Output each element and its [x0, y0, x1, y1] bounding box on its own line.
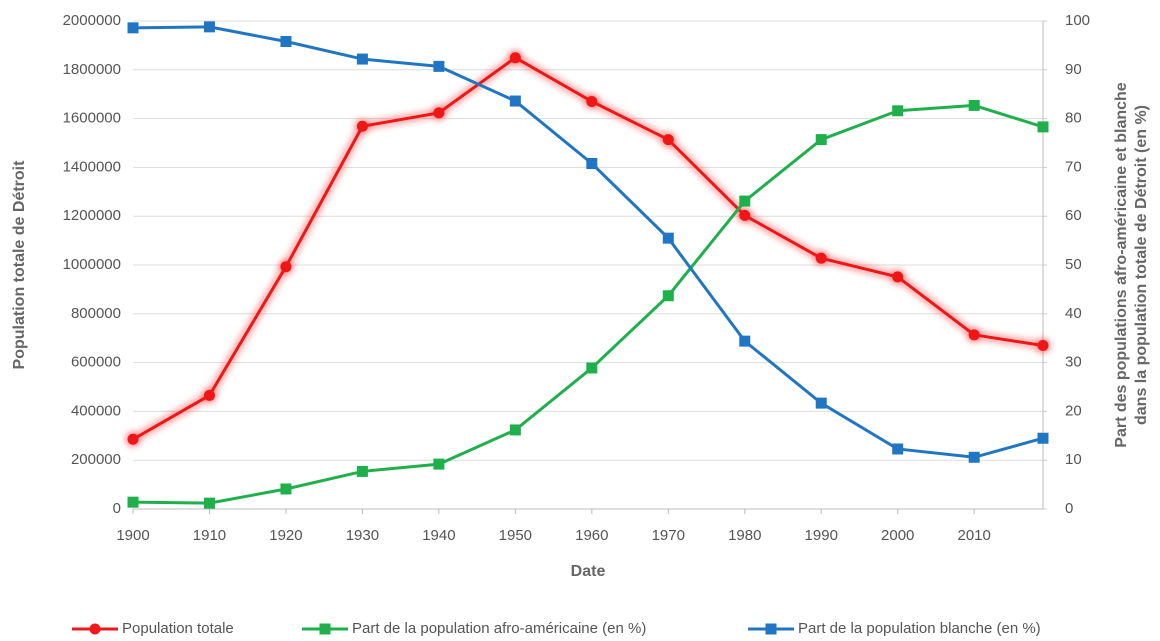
- point: [968, 329, 980, 341]
- point: [509, 95, 521, 107]
- x-tick-label: 2000: [881, 527, 914, 544]
- x-axis-label: Date: [571, 563, 606, 580]
- series: [127, 99, 1049, 509]
- point: [280, 483, 292, 495]
- x-tick-label: 1900: [116, 527, 149, 544]
- legend-label: Part de la population blanche (en %): [798, 620, 1041, 637]
- y-tick-label: 800000: [71, 305, 121, 322]
- y2-tick-label: 0: [1065, 500, 1073, 517]
- x-tick-label: 1980: [728, 527, 761, 544]
- y-tick-label: 1000000: [63, 256, 121, 273]
- y-tick-label: 2000000: [63, 12, 121, 29]
- line: [132, 55, 1044, 441]
- x-tick-label: 1940: [422, 527, 455, 544]
- y-axis-label: Population totale de Détroit: [11, 160, 28, 370]
- point: [509, 52, 521, 64]
- y-tick-label: 1200000: [63, 207, 121, 224]
- y2-tick-label: 100: [1065, 12, 1090, 29]
- y2-axis-label: Part des populations afro-américaine et …: [1113, 82, 1130, 448]
- y-tick-label: 1400000: [63, 158, 121, 175]
- point: [433, 107, 445, 119]
- legend-marker: [89, 623, 101, 635]
- y2-axis-label: dans la population totale de Détroit (en…: [1133, 105, 1150, 425]
- y2-tick-label: 50: [1065, 256, 1082, 273]
- x-tick-label: 1960: [575, 527, 608, 544]
- y2-tick-label: 90: [1065, 61, 1082, 78]
- y2-tick-label: 40: [1065, 305, 1082, 322]
- x-tick-label: 2010: [957, 527, 990, 544]
- point: [203, 21, 215, 33]
- point: [815, 252, 827, 264]
- y2-tick-label: 60: [1065, 207, 1082, 224]
- y-tick-label: 600000: [71, 354, 121, 371]
- line: [132, 25, 1044, 459]
- point: [815, 134, 827, 146]
- y-tick-label: 200000: [71, 451, 121, 468]
- series: [127, 52, 1049, 445]
- point: [356, 465, 368, 477]
- point: [892, 105, 904, 117]
- point: [662, 290, 674, 302]
- y2-tick-label: 30: [1065, 354, 1082, 371]
- x-tick-label: 1990: [805, 527, 838, 544]
- point: [1037, 340, 1049, 352]
- point: [586, 157, 598, 169]
- point: [739, 209, 751, 221]
- y-tick-label: 400000: [71, 402, 121, 419]
- y-tick-label: 1800000: [63, 61, 121, 78]
- point: [815, 397, 827, 409]
- x-tick-label: 1920: [269, 527, 302, 544]
- y-tick-label: 0: [113, 500, 121, 517]
- point: [892, 271, 904, 283]
- point: [662, 134, 674, 146]
- y2-tick-label: 80: [1065, 110, 1082, 127]
- point: [968, 99, 980, 111]
- point: [356, 120, 368, 132]
- legend-marker: [765, 623, 777, 635]
- point: [662, 232, 674, 244]
- x-tick-label: 1950: [499, 527, 532, 544]
- point: [1037, 432, 1049, 444]
- y2-tick-label: 20: [1065, 402, 1082, 419]
- x-tick-label: 1910: [193, 527, 226, 544]
- legend-marker: [319, 623, 331, 635]
- point: [968, 451, 980, 463]
- y2-tick-label: 10: [1065, 451, 1082, 468]
- x-tick-label: 1930: [346, 527, 379, 544]
- legend-label: Part de la population afro-américaine (e…: [352, 620, 646, 637]
- point: [127, 433, 139, 445]
- point: [739, 195, 751, 207]
- legend-label: Population totale: [122, 620, 234, 637]
- point: [203, 497, 215, 509]
- point: [433, 60, 445, 72]
- x-tick-label: 1970: [652, 527, 685, 544]
- point: [509, 424, 521, 436]
- point: [280, 35, 292, 47]
- point: [1037, 121, 1049, 133]
- point: [586, 362, 598, 374]
- y2-tick-label: 70: [1065, 158, 1082, 175]
- point: [203, 389, 215, 401]
- point: [739, 335, 751, 347]
- point: [356, 53, 368, 65]
- point: [127, 496, 139, 508]
- point: [280, 261, 292, 273]
- point: [127, 22, 139, 34]
- point: [586, 95, 598, 107]
- y-tick-label: 1600000: [63, 110, 121, 127]
- point: [433, 458, 445, 470]
- point: [892, 443, 904, 455]
- series: [127, 21, 1049, 463]
